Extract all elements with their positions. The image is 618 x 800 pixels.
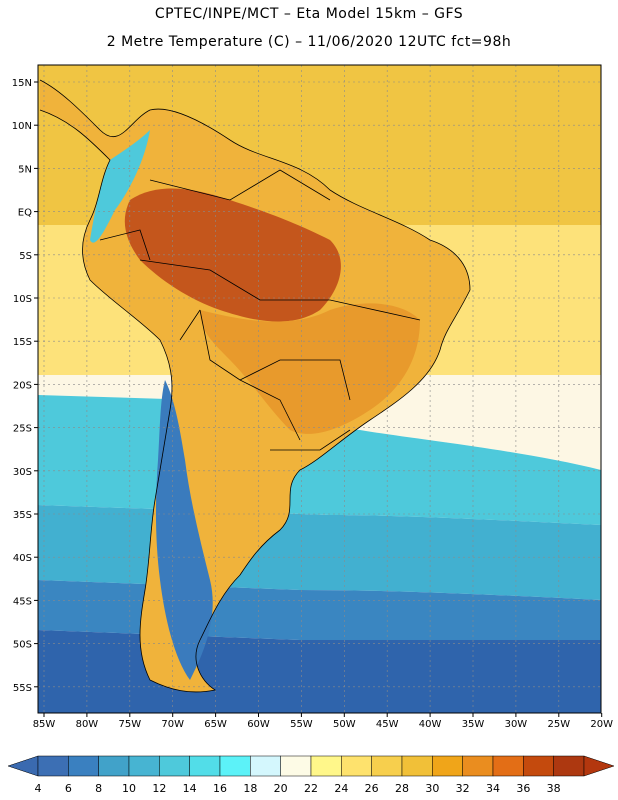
central-warm-zone xyxy=(200,303,420,434)
lon-label: 60W xyxy=(247,719,270,730)
colorbar-segment xyxy=(98,755,130,777)
lon-label: 55W xyxy=(290,719,313,730)
colorbar-segment xyxy=(523,755,554,777)
colorbar-segment xyxy=(37,755,69,777)
colorbar-label: 18 xyxy=(243,782,257,795)
longitude-axis: 85W 80W 75W 70W 65W 60W 55W 50W 45W 40W 35W 30W 25W 2… xyxy=(33,713,613,730)
lon-label: 30W xyxy=(505,719,528,730)
lon-label: 80W xyxy=(76,719,99,730)
colorbar-segment xyxy=(219,755,251,777)
colorbar-label: 24 xyxy=(334,782,348,795)
colorbar-segment xyxy=(462,755,494,777)
lon-label: 75W xyxy=(118,719,141,730)
lat-label: 35S xyxy=(13,510,32,521)
lon-label: 65W xyxy=(204,719,227,730)
colorbar-segment xyxy=(250,755,281,777)
lat-label: 10N xyxy=(12,121,32,132)
lat-label: 15S xyxy=(13,337,32,348)
colorbar-label: 12 xyxy=(152,782,166,795)
colorbar-segment xyxy=(128,755,160,777)
colorbar-segment xyxy=(68,755,99,777)
colorbar-label: 16 xyxy=(213,782,227,795)
lon-label: 35W xyxy=(462,719,485,730)
colorbar-segment xyxy=(189,755,221,777)
colorbar-segment xyxy=(159,755,190,777)
lat-label: 25S xyxy=(13,424,32,435)
lat-label: 5N xyxy=(18,164,32,175)
colorbar-segment xyxy=(492,755,524,777)
lat-label: 45S xyxy=(13,596,32,607)
colorbar-label: 22 xyxy=(304,782,318,795)
map-frame xyxy=(37,64,602,714)
colorbar-label: 34 xyxy=(486,782,500,795)
colorbar-label: 8 xyxy=(95,782,102,795)
lat-label: 55S xyxy=(13,683,32,694)
lon-label: 45W xyxy=(376,719,399,730)
colorbar-label: 6 xyxy=(65,782,72,795)
lon-label: 20W xyxy=(590,719,613,730)
colorbar-label: 4 xyxy=(35,782,42,795)
lon-label: 85W xyxy=(33,719,56,730)
colorbar-segment xyxy=(371,755,403,777)
latitude-axis: 15N 10N 5N EQ 5S 10S 15S 20S 25S 30S 35S 40S 45S 50S 5… xyxy=(12,78,38,694)
colorbar-segment xyxy=(280,755,312,777)
lat-label: 10S xyxy=(13,294,32,305)
colorbar-label: 30 xyxy=(425,782,439,795)
colorbar-segment xyxy=(401,755,433,777)
lat-label: 30S xyxy=(13,467,32,478)
andes-cool-strip xyxy=(155,380,213,680)
colorbar: 4 6 8 10 12 14 16 18 20 22 24 26 28 30 32 34 36 38 xyxy=(7,755,615,795)
colorbar-high-arrow xyxy=(583,755,615,777)
colorbar-label: 36 xyxy=(516,782,530,795)
lat-label: EQ xyxy=(18,208,32,219)
colorbar-label: 14 xyxy=(183,782,197,795)
colorbar-segment xyxy=(341,755,372,777)
colorbar-label: 28 xyxy=(395,782,409,795)
colorbar-label: 20 xyxy=(274,782,288,795)
colorbar-segment xyxy=(553,755,585,777)
lat-label: 15N xyxy=(12,78,32,89)
country-borders xyxy=(39,79,471,693)
lon-label: 50W xyxy=(333,719,356,730)
amazon-hot-zone xyxy=(124,188,341,322)
lat-label: 40S xyxy=(13,553,32,564)
colorbar-label: 32 xyxy=(456,782,470,795)
colorbar-low-arrow xyxy=(7,755,39,777)
colorbar-segment xyxy=(432,755,463,777)
lat-label: 20S xyxy=(13,380,32,391)
lat-label: 50S xyxy=(13,640,32,651)
andes-north-strip xyxy=(90,130,150,243)
map-title-line2: 2 Metre Temperature (C) – 11/06/2020 12U… xyxy=(106,34,512,50)
lon-label: 25W xyxy=(547,719,570,730)
lon-label: 40W xyxy=(419,719,442,730)
colorbar-label: 38 xyxy=(547,782,561,795)
lat-label: 5S xyxy=(19,251,32,262)
graticule xyxy=(38,65,601,713)
colorbar-label: 10 xyxy=(122,782,136,795)
colorbar-label: 26 xyxy=(365,782,379,795)
map-title-line1: CPTEC/INPE/MCT – Eta Model 15km – GFS xyxy=(154,6,464,22)
lon-label: 70W xyxy=(161,719,184,730)
colorbar-segment xyxy=(310,755,342,777)
ocean-band-deep xyxy=(38,630,601,713)
